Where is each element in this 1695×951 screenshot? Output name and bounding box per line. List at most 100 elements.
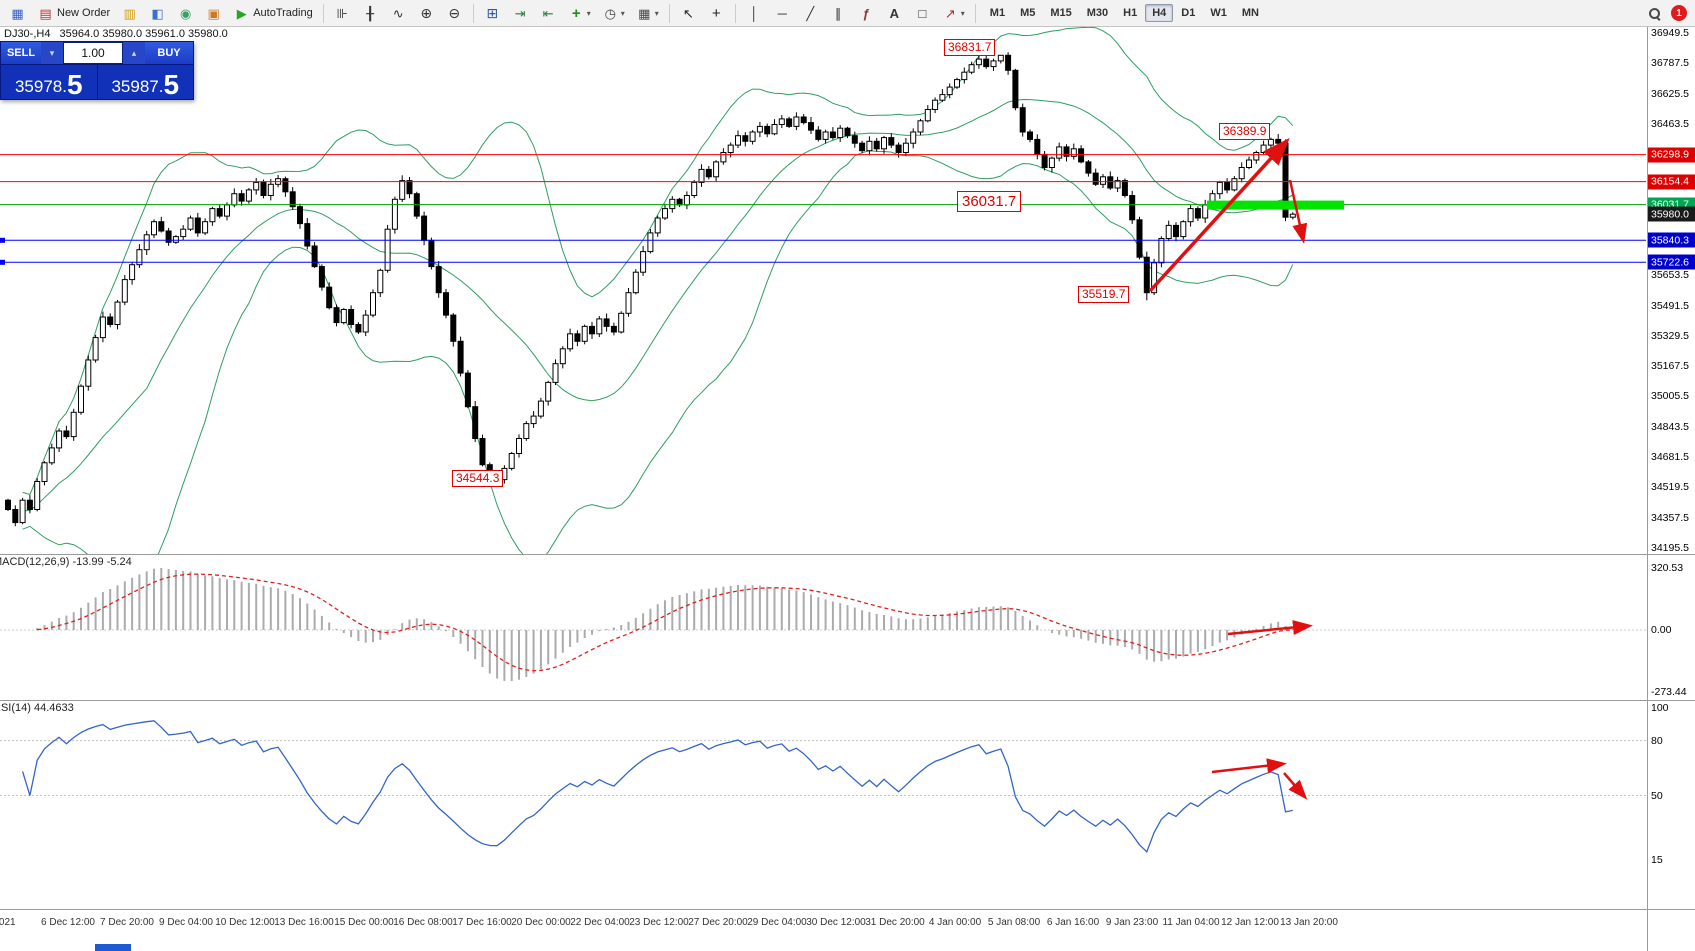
bar-chart-icon-glyph: ⊪ <box>336 5 348 21</box>
green-highlight-band <box>1207 200 1344 210</box>
lot-increase-button[interactable]: ▴ <box>123 42 145 64</box>
notification-badge[interactable]: 1 <box>1671 5 1687 21</box>
candlestick-series <box>5 52 1296 527</box>
rsi-scale[interactable]: 100 80 50 15 <box>1648 701 1695 910</box>
timeframe-button-h4[interactable]: H4 <box>1145 4 1174 22</box>
trend-arrow <box>1227 620 1313 636</box>
terminal-icon-glyph: ▣ <box>207 5 220 21</box>
horizontal-line-icon[interactable]: ─ <box>769 2 796 24</box>
autotrading-button[interactable]: ▶ AutoTrading <box>228 2 318 24</box>
new-order-button[interactable]: ▤ New Order <box>32 2 115 24</box>
time-axis-label: 3 Dec 2021 <box>0 917 16 928</box>
symbol-period-label: DJ30-,H4 <box>4 28 51 40</box>
lot-size-input[interactable] <box>63 42 123 64</box>
macd-histogram <box>36 568 1294 682</box>
search-icon[interactable] <box>1643 2 1666 24</box>
buy-button[interactable]: BUY <box>145 42 193 64</box>
charts-window-icon[interactable]: ▦ <box>4 2 31 24</box>
price-annotation[interactable]: 35519.7 <box>1078 286 1130 303</box>
sell-price-big: 5 <box>66 69 83 100</box>
timeframe-button-mn[interactable]: MN <box>1241 7 1259 19</box>
macd-scale[interactable]: 320.53 0.00 -273.44 <box>1648 555 1695 701</box>
timeframe-button-m15[interactable]: M15 <box>1050 7 1072 19</box>
price-annotation[interactable]: 34544.3 <box>452 470 504 487</box>
vertical-line-icon[interactable]: │ <box>741 2 768 24</box>
timeframe-button-m30[interactable]: M30 <box>1086 7 1109 19</box>
ohlc-values: 35964.0 35980.0 35961.0 35980.0 <box>59 28 228 40</box>
autotrading-button-label: AutoTrading <box>253 7 313 19</box>
new-order-icon: ▤ <box>39 5 52 21</box>
price-tick: 35005.5 <box>1651 390 1689 403</box>
auto-scroll-icon[interactable]: ⇥ <box>507 2 534 24</box>
sell-price[interactable]: 35978. 5 <box>1 65 97 99</box>
time-axis-label: 6 Dec 12:00 <box>41 917 95 928</box>
timeframe-button-w1[interactable]: W1 <box>1210 7 1227 19</box>
dropdown-caret-icon: ▾ <box>586 8 591 18</box>
line-anchor <box>0 237 5 243</box>
time-axis-label: 13 Jan 20:00 <box>1280 917 1338 928</box>
rsi-label: RSI(14) 44.4633 <box>0 702 74 714</box>
toolbar-separator <box>974 3 976 23</box>
price-annotation[interactable]: 36389.9 <box>1219 123 1271 140</box>
macd-indicator-pane[interactable]: MACD(12,26,9) -13.99 -5.24 <box>0 555 1647 701</box>
zoom-in-icon[interactable]: ⊕ <box>413 2 440 24</box>
lot-decrease-button[interactable]: ▾ <box>41 42 63 64</box>
toolbar-separator <box>734 3 736 23</box>
arrows-tool-icon[interactable]: ↗ ▾ <box>937 2 970 24</box>
tile-windows-icon[interactable]: ⊞ <box>479 2 506 24</box>
navigator-icon[interactable]: ◉ <box>172 2 199 24</box>
templates-menu-icon[interactable]: ▦ ▾ <box>631 2 664 24</box>
crosshair-icon[interactable]: + <box>703 2 730 24</box>
macd-signal-line <box>37 573 1293 672</box>
time-axis-label: 23 Dec 12:00 <box>629 917 689 928</box>
rsi-indicator-pane[interactable]: RSI(14) 44.4633 <box>0 701 1647 910</box>
shapes-icon[interactable]: □ <box>909 2 936 24</box>
charts-window-icon-glyph: ▦ <box>11 5 24 21</box>
fibonacci-icon[interactable]: ƒ <box>853 2 880 24</box>
data-window-icon[interactable]: ◧ <box>144 2 171 24</box>
macd-chart-canvas[interactable] <box>0 555 1646 700</box>
price-chart-pane[interactable]: DJ30-,H4 35964.0 35980.0 35961.0 35980.0… <box>0 27 1647 555</box>
market-watch-icon[interactable]: ▥ <box>116 2 143 24</box>
line-chart-icon[interactable]: ∿ <box>385 2 412 24</box>
buy-price[interactable]: 35987. 5 <box>96 65 194 99</box>
timeframe-button-d1[interactable]: D1 <box>1181 7 1196 19</box>
cursor-icon-glyph: ↖ <box>682 5 694 21</box>
buy-price-small: 35987. <box>111 77 164 96</box>
shapes-icon-glyph: □ <box>918 5 927 21</box>
price-tick: 35329.5 <box>1651 329 1689 342</box>
candlestick-chart-icon[interactable]: ╂ <box>357 2 384 24</box>
chart-area: DJ30-,H4 35964.0 35980.0 35961.0 35980.0… <box>0 27 1647 951</box>
cursor-icon[interactable]: ↖ <box>675 2 702 24</box>
time-axis-label: 12 Jan 12:00 <box>1221 917 1279 928</box>
zoom-in-icon-glyph: ⊕ <box>420 5 433 21</box>
text-icon[interactable]: A <box>881 2 908 24</box>
timeframe-button-m1[interactable]: M1 <box>989 7 1006 19</box>
bar-chart-icon[interactable]: ⊪ <box>329 2 356 24</box>
channel-icon[interactable]: ∥ <box>825 2 852 24</box>
timeframe-button-m5[interactable]: M5 <box>1020 7 1036 19</box>
rsi-scale-tick: 100 <box>1651 702 1669 714</box>
terminal-icon[interactable]: ▣ <box>200 2 227 24</box>
trend-arrow <box>1288 179 1308 244</box>
zoom-out-icon[interactable]: ⊖ <box>441 2 468 24</box>
macd-scale-tick: 320.53 <box>1651 562 1684 574</box>
sell-button[interactable]: SELL <box>1 42 41 64</box>
scrollbar-thumb[interactable] <box>95 944 131 951</box>
toolbar-separator <box>668 3 670 23</box>
indicators-menu-icon[interactable]: + ▾ <box>563 2 596 24</box>
market-watch-icon-glyph: ▥ <box>123 5 136 21</box>
price-annotation[interactable]: 36031.7 <box>957 191 1022 212</box>
periods-menu-icon[interactable]: ◷ ▾ <box>597 2 630 24</box>
time-axis-label: 27 Dec 20:00 <box>688 917 748 928</box>
chart-shift-icon[interactable]: ⇤ <box>535 2 562 24</box>
price-scale[interactable]: 36949.5 36787.5 36625.5 36463.5 35653.5 35491… <box>1648 27 1695 555</box>
rsi-line <box>21 720 1293 853</box>
time-axis-label: 9 Jan 23:00 <box>1105 917 1159 928</box>
price-tick: 34195.5 <box>1651 541 1689 554</box>
timeframe-button-h1[interactable]: H1 <box>1123 7 1138 19</box>
main-chart-canvas[interactable] <box>0 27 1646 554</box>
rsi-chart-canvas[interactable] <box>0 701 1646 909</box>
price-annotation[interactable]: 36831.7 <box>944 39 996 56</box>
trendline-icon[interactable]: ╱ <box>797 2 824 24</box>
